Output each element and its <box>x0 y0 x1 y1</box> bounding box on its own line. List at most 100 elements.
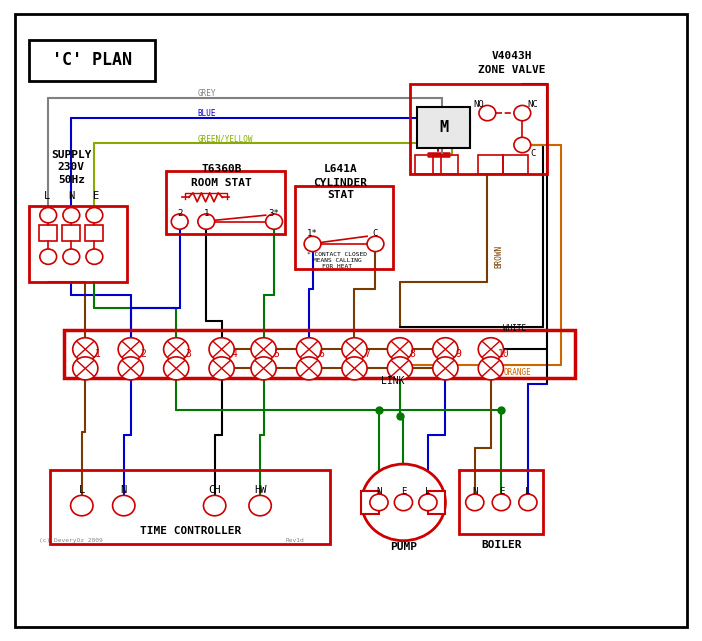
Text: E: E <box>401 487 406 496</box>
Circle shape <box>204 495 226 516</box>
Circle shape <box>296 357 322 380</box>
Circle shape <box>251 357 276 380</box>
Circle shape <box>71 495 93 516</box>
Text: * CONTACT CLOSED: * CONTACT CLOSED <box>307 253 367 257</box>
Text: L: L <box>79 485 85 495</box>
Text: 3*: 3* <box>269 209 279 218</box>
Text: SUPPLY: SUPPLY <box>51 149 91 160</box>
Circle shape <box>73 357 98 380</box>
Bar <box>428 491 445 514</box>
Circle shape <box>209 357 234 380</box>
Text: 1: 1 <box>95 349 101 360</box>
Text: BLUE: BLUE <box>197 109 216 118</box>
Circle shape <box>118 357 143 380</box>
Text: C: C <box>373 229 378 238</box>
Circle shape <box>251 338 276 361</box>
Text: BOILER: BOILER <box>481 540 522 550</box>
Text: WHITE: WHITE <box>503 324 526 333</box>
Text: BROWN: BROWN <box>494 245 503 268</box>
Circle shape <box>40 249 57 264</box>
Text: T6360B: T6360B <box>201 163 242 174</box>
Circle shape <box>249 495 271 516</box>
Bar <box>29 40 155 81</box>
Text: L: L <box>525 487 531 496</box>
Text: ROOM STAT: ROOM STAT <box>191 178 252 188</box>
Text: ZONE VALVE: ZONE VALVE <box>478 65 545 75</box>
Text: PUMP: PUMP <box>390 542 417 552</box>
Circle shape <box>63 249 80 264</box>
Circle shape <box>164 338 189 361</box>
Text: NO: NO <box>474 100 484 109</box>
Bar <box>478 154 503 174</box>
Circle shape <box>342 357 367 380</box>
Text: 5: 5 <box>273 349 279 360</box>
Text: MEANS CALLING: MEANS CALLING <box>312 258 362 263</box>
Circle shape <box>367 237 384 251</box>
Text: 10: 10 <box>498 349 510 360</box>
Bar <box>29 206 127 282</box>
Circle shape <box>86 208 102 223</box>
Text: HW: HW <box>254 485 266 495</box>
Text: 6: 6 <box>319 349 324 360</box>
Text: L641A: L641A <box>324 163 357 174</box>
Circle shape <box>465 494 484 511</box>
Text: 50Hz: 50Hz <box>58 175 85 185</box>
Circle shape <box>514 105 531 121</box>
Bar <box>459 470 543 535</box>
Text: M: M <box>439 120 449 135</box>
Text: 3: 3 <box>186 349 192 360</box>
Circle shape <box>265 214 282 229</box>
Circle shape <box>73 338 98 361</box>
Text: (c) DeveryOz 2009: (c) DeveryOz 2009 <box>39 538 103 542</box>
Text: 8: 8 <box>409 349 416 360</box>
Circle shape <box>40 208 57 223</box>
Text: N: N <box>472 487 477 496</box>
Circle shape <box>112 495 135 516</box>
Text: NC: NC <box>527 100 538 109</box>
Circle shape <box>118 338 143 361</box>
Bar <box>433 154 458 174</box>
Bar <box>295 187 393 269</box>
Circle shape <box>395 494 413 511</box>
Circle shape <box>388 357 413 380</box>
Text: L: L <box>425 487 430 496</box>
Bar <box>65 330 575 378</box>
Text: N: N <box>376 487 382 496</box>
Bar <box>416 154 440 174</box>
Text: GREY: GREY <box>197 90 216 99</box>
Text: Rev1d: Rev1d <box>286 538 305 542</box>
Bar <box>418 106 470 148</box>
Text: FOR HEAT: FOR HEAT <box>322 263 352 269</box>
Circle shape <box>209 338 234 361</box>
Text: CH: CH <box>208 485 221 495</box>
Bar <box>86 225 103 241</box>
Circle shape <box>519 494 537 511</box>
Text: C: C <box>530 149 536 158</box>
Text: L: L <box>44 191 50 201</box>
Text: E: E <box>93 191 99 201</box>
Circle shape <box>492 494 510 511</box>
Circle shape <box>171 214 188 229</box>
Text: 1*: 1* <box>307 229 318 238</box>
Text: E: E <box>498 487 504 496</box>
Circle shape <box>370 494 388 511</box>
Text: 7: 7 <box>364 349 370 360</box>
Circle shape <box>479 105 496 121</box>
Text: LINK: LINK <box>381 376 405 386</box>
Circle shape <box>164 357 189 380</box>
Text: N: N <box>121 485 127 495</box>
Text: V4043H: V4043H <box>491 51 532 61</box>
Text: 2: 2 <box>177 209 183 218</box>
Text: GREEN/YELLOW: GREEN/YELLOW <box>197 135 253 144</box>
Circle shape <box>198 214 215 229</box>
Circle shape <box>63 208 80 223</box>
Text: ORANGE: ORANGE <box>503 369 531 378</box>
Bar <box>411 85 547 174</box>
Text: 4: 4 <box>231 349 237 360</box>
Text: 2: 2 <box>140 349 146 360</box>
Circle shape <box>296 338 322 361</box>
Circle shape <box>419 494 437 511</box>
Text: 9: 9 <box>455 349 461 360</box>
Text: 230V: 230V <box>58 162 85 172</box>
Circle shape <box>304 237 321 251</box>
